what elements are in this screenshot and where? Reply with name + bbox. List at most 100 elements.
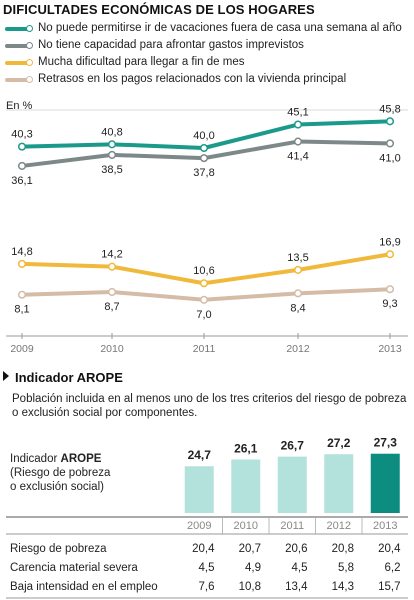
table-row: Riesgo de pobreza 20,4 20,7 20,6 20,8 20,4 [0, 541, 414, 558]
data-label: 16,9 [379, 236, 400, 248]
year-header: 2011 [280, 520, 304, 532]
arope-indicator-label: Indicador AROPE (Riesgo de pobreza o exc… [10, 452, 110, 494]
arope-bar-label: 26,1 [234, 441, 258, 455]
data-label: 45,8 [379, 103, 400, 115]
data-label: 10,6 [193, 265, 214, 277]
x-tick-label: 2010 [100, 343, 124, 355]
legend-swatch-gray [5, 42, 33, 49]
data-point [17, 290, 27, 299]
arope-bar-label: 27,3 [374, 436, 398, 450]
data-point [17, 142, 27, 151]
arope-bar [370, 453, 400, 513]
year-header: 2010 [234, 520, 258, 532]
data-label: 38,5 [101, 164, 122, 176]
data-label: 40,0 [193, 130, 214, 142]
data-label: 9,3 [382, 298, 397, 310]
table-row: Carencia material severa 4,5 4,9 4,5 5,8 6,2 [0, 560, 414, 577]
data-point [17, 259, 27, 268]
year-header: 2009 [187, 520, 211, 532]
table-cell: 20,7 [238, 543, 261, 555]
arope-bar-label: 24,7 [188, 448, 212, 462]
x-tick-label: 2012 [286, 343, 310, 355]
data-label: 36,1 [11, 175, 32, 187]
legend-swatch-teal [5, 25, 33, 32]
table-cell: 13,4 [285, 581, 308, 593]
arope-bar-label: 26,7 [281, 439, 305, 453]
data-label: 8,1 [14, 304, 29, 316]
data-point [107, 150, 117, 159]
arope-bar-label: 27,2 [327, 436, 351, 450]
data-point [293, 120, 303, 129]
legend-swatch-yellow [5, 59, 33, 66]
arope-section-title: Indicador AROPE [3, 370, 123, 385]
arope-title-text: Indicador AROPE [15, 370, 123, 385]
data-label: 37,8 [193, 167, 214, 179]
legend-swatch-beige [5, 76, 33, 83]
table-cell: 20,4 [192, 543, 215, 555]
data-label: 14,2 [101, 249, 122, 261]
data-label: 41,4 [287, 151, 308, 163]
table-cell: 15,7 [378, 581, 401, 593]
data-label: 40,3 [11, 129, 32, 141]
indicator-line3: o exclusión social) [10, 481, 104, 493]
table-cell: 14,3 [331, 581, 354, 593]
unit-label: En % [6, 100, 33, 112]
data-point [199, 143, 209, 153]
data-point [385, 139, 395, 148]
table-cell: 4,9 [245, 562, 261, 574]
table-cell: 20,8 [331, 543, 354, 555]
chart-title: DIFICULTADES ECONÓMICAS DE LOS HOGARES [3, 2, 315, 17]
table-cell: 5,8 [338, 562, 354, 574]
indicator-prefix: Indicador [10, 453, 58, 465]
arope-description: Población incluida en al menos uno de lo… [12, 393, 407, 419]
table-cell: 20,6 [285, 543, 308, 555]
data-point [199, 154, 209, 163]
legend-label: Mucha dificultad para llegar a fin de me… [38, 56, 245, 68]
data-point [293, 265, 303, 274]
table-cell: 4,5 [291, 562, 308, 574]
data-point [107, 140, 117, 149]
legend-label: No puede permitirse ir de vacaciones fue… [38, 22, 402, 34]
row-label: Baja intensidad en el empleo [10, 581, 158, 593]
data-point [17, 161, 27, 170]
data-point [385, 285, 395, 294]
data-label: 45,1 [287, 107, 308, 119]
arope-bar [184, 466, 214, 513]
data-point [107, 287, 117, 297]
data-point [107, 262, 117, 271]
x-tick-label: 2013 [378, 343, 402, 355]
arope-bar [231, 459, 261, 513]
data-point [293, 137, 303, 146]
line-chart: 2009 2010 2011 2012 2013 40,3 40,8 40,0 45,1 45,8… [6, 103, 408, 355]
data-label: 14,8 [11, 246, 32, 258]
legend-label: No tiene capacidad para afrontar gastos … [38, 39, 304, 51]
arope-bar [324, 454, 354, 513]
x-tick-label: 2011 [193, 343, 216, 355]
data-point [199, 295, 209, 304]
year-header: 2012 [327, 520, 351, 532]
data-point [385, 250, 395, 259]
table-cell: 4,5 [198, 562, 215, 574]
data-label: 41,0 [379, 152, 400, 164]
year-header: 2013 [373, 520, 397, 532]
x-tick-label: 2009 [10, 343, 34, 355]
table-cell: 20,4 [378, 543, 401, 555]
triangle-bullet-icon [3, 371, 9, 381]
table-row: Baja intensidad en el empleo 7,6 10,8 13,4 1… [0, 579, 414, 596]
legend-label: Retrasos en los pagos relacionados con l… [38, 73, 347, 85]
data-point [385, 117, 395, 126]
data-label: 40,8 [101, 126, 122, 138]
table-cell: 7,6 [198, 581, 215, 593]
data-label: 13,5 [287, 252, 308, 264]
data-label: 8,4 [290, 302, 305, 314]
table-cell: 10,8 [238, 581, 261, 593]
table-cell: 6,2 [384, 562, 401, 574]
indicator-bold: AROPE [60, 453, 102, 465]
data-point [199, 279, 209, 288]
data-point [293, 289, 303, 298]
data-label: 7,0 [196, 309, 211, 321]
data-label: 8,7 [104, 301, 119, 313]
arope-bar [277, 456, 307, 513]
